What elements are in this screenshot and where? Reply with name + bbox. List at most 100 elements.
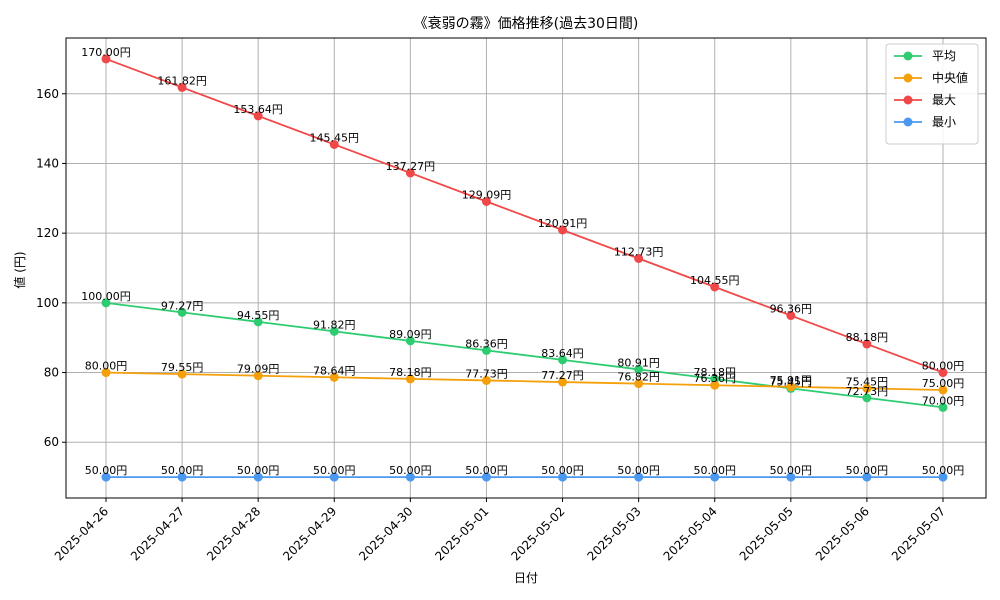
data-point	[177, 369, 187, 379]
data-label: 72.73円	[846, 385, 889, 398]
data-point	[101, 54, 111, 64]
data-point	[558, 225, 568, 235]
data-label: 50.00円	[693, 464, 736, 477]
legend-marker	[903, 73, 913, 83]
data-label: 75.00円	[922, 377, 965, 390]
data-point	[862, 472, 872, 482]
data-label: 75.45円	[770, 375, 813, 388]
data-point	[634, 253, 644, 263]
data-point	[481, 472, 491, 482]
data-label: 78.18円	[389, 366, 432, 379]
data-point	[253, 371, 263, 381]
data-point	[481, 345, 491, 355]
data-label: 50.00円	[617, 464, 660, 477]
data-point	[329, 472, 339, 482]
data-point	[558, 355, 568, 365]
data-label: 100.00円	[81, 290, 131, 303]
y-tick-label: 140	[36, 156, 59, 170]
data-point	[634, 364, 644, 374]
series-line	[105, 301, 944, 409]
data-point	[177, 472, 187, 482]
data-label: 129.09円	[462, 188, 512, 201]
y-tick-label: 100	[36, 296, 59, 310]
legend-entry: 平均	[932, 49, 956, 63]
data-label: 79.55円	[161, 361, 204, 374]
data-label: 50.00円	[922, 464, 965, 477]
y-tick-label: 60	[44, 435, 59, 449]
data-label: 78.64円	[313, 364, 356, 377]
data-label: 88.18円	[846, 331, 889, 344]
data-label: 50.00円	[161, 464, 204, 477]
data-label: 94.55円	[237, 309, 280, 322]
x-tick-label: 2025-05-05	[737, 504, 796, 563]
data-point	[405, 168, 415, 178]
data-label: 76.82円	[617, 371, 660, 384]
legend-marker	[903, 117, 913, 127]
data-point	[253, 317, 263, 327]
data-label: 86.36円	[465, 337, 508, 350]
data-point	[938, 402, 948, 412]
data-label: 76.36円	[693, 372, 736, 385]
data-label: 50.00円	[770, 464, 813, 477]
data-point	[634, 379, 644, 389]
data-point	[862, 393, 872, 403]
data-label: 97.27円	[161, 299, 204, 312]
data-point	[710, 374, 720, 384]
data-point	[710, 282, 720, 292]
data-label: 78.18円	[693, 366, 736, 379]
data-labels: 100.00円 97.27円 94.55円 91.82円 89.09円 86.36円 83.…	[81, 46, 964, 477]
y-tick-label: 120	[36, 226, 59, 240]
data-point	[786, 472, 796, 482]
data-point	[862, 339, 872, 349]
data-point	[329, 372, 339, 382]
data-label: 80.00円	[85, 360, 128, 373]
data-point	[862, 383, 872, 393]
data-label: 80.00円	[922, 360, 965, 373]
legend-entry: 最大	[932, 93, 956, 107]
data-label: 50.00円	[85, 464, 128, 477]
data-label: 50.00円	[465, 464, 508, 477]
x-tick-label: 2025-05-07	[889, 504, 948, 563]
data-point	[786, 311, 796, 321]
x-tick-label: 2025-05-01	[432, 504, 491, 563]
data-point	[558, 472, 568, 482]
legend-marker	[903, 51, 913, 61]
x-tick-label: 2025-04-29	[280, 504, 339, 563]
data-point	[405, 472, 415, 482]
data-point	[710, 472, 720, 482]
x-tick-label: 2025-04-27	[128, 504, 187, 563]
x-tick-label: 2025-04-28	[204, 504, 263, 563]
x-tick-label: 2025-05-06	[813, 504, 872, 563]
y-axis-label: 値 (円)	[12, 251, 27, 288]
data-label: 50.00円	[846, 464, 889, 477]
x-tick-label: 2025-05-02	[508, 504, 567, 563]
data-label: 161.82円	[157, 74, 207, 87]
data-point	[177, 307, 187, 317]
data-label: 50.00円	[313, 464, 356, 477]
legend-entry: 中央値	[932, 70, 968, 85]
data-point	[481, 375, 491, 385]
data-label: 75.91円	[770, 374, 813, 387]
data-point	[481, 196, 491, 206]
data-label: 112.73円	[614, 245, 664, 258]
data-point	[938, 368, 948, 378]
data-label: 89.09円	[389, 328, 432, 341]
data-label: 145.45円	[310, 131, 360, 144]
x-tick-label: 2025-05-04	[661, 504, 720, 563]
plot-frame	[65, 37, 987, 499]
data-label: 120.91円	[538, 217, 588, 230]
data-point	[405, 374, 415, 384]
data-label: 153.64円	[233, 103, 283, 116]
data-label: 170.00円	[81, 46, 131, 59]
data-label: 80.91円	[617, 356, 660, 369]
x-tick-label: 2025-04-26	[52, 504, 111, 563]
data-point	[253, 111, 263, 121]
data-point	[786, 382, 796, 392]
y-tick-label: 80	[44, 366, 59, 380]
series-layer	[101, 54, 948, 482]
data-point	[558, 377, 568, 387]
chart-title: 《衰弱の霧》価格推移(過去30日間)	[414, 15, 639, 32]
grid	[66, 38, 986, 498]
y-tick-label: 160	[36, 87, 59, 101]
